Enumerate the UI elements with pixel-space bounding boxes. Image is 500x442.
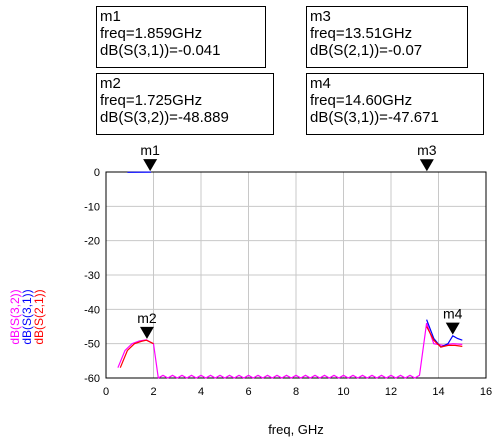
marker-box-m4: m4 freq=14.60GHz dB(S(3,1))=-47.671: [306, 73, 484, 135]
marker-freq: freq=14.60GHz: [310, 92, 413, 109]
marker-name: m4: [310, 75, 331, 92]
legend-label-s21: dB(S(2,1)): [32, 289, 46, 344]
x-tick-label: 8: [293, 386, 299, 398]
series-line-0: [117, 322, 463, 379]
x-tick-label: 16: [480, 386, 492, 398]
marker-triangle-m1: [143, 159, 158, 172]
marker-value: dB(S(3,1))=-47.671: [310, 109, 439, 126]
x-tick-label: 14: [432, 386, 444, 398]
marker-triangle-m3: [419, 159, 434, 172]
x-tick-label: 4: [198, 386, 204, 398]
x-axis-label: freq, GHz: [268, 422, 324, 437]
x-tick-label: 6: [245, 386, 251, 398]
marker-value: dB(S(3,2))=-48.889: [100, 109, 229, 126]
marker-freq: freq=1.725GHz: [100, 92, 203, 109]
y-tick-label: -50: [84, 339, 100, 351]
x-tick-label: 10: [337, 386, 349, 398]
y-axis-legend: dB(S(3,2)) dB(S(3,1)) dB(S(2,1)): [8, 289, 46, 344]
x-tick-label: 12: [385, 386, 397, 398]
plot-grid: [106, 172, 486, 378]
series-layer: [117, 171, 463, 379]
marker-label-m3: m3: [417, 142, 437, 158]
marker-label-m1: m1: [140, 142, 160, 158]
marker-label-m2: m2: [137, 310, 157, 326]
marker-name: m3: [310, 8, 331, 25]
series-line-2: [426, 326, 463, 348]
marker-freq: freq=13.51GHz: [310, 25, 413, 42]
y-tick-label: -30: [84, 270, 100, 282]
marker-name: m2: [100, 75, 121, 92]
marker-box-m3: m3 freq=13.51GHz dB(S(2,1))=-0.07: [306, 6, 468, 68]
y-tick-label: -60: [84, 373, 100, 385]
marker-triangle-m4: [445, 322, 460, 335]
legend-label-s32: dB(S(3,2)): [8, 289, 22, 344]
y-tick-label: 0: [94, 167, 100, 179]
marker-layer: m1 m2 m3 m4: [137, 142, 463, 339]
marker-freq: freq=1.859GHz: [100, 25, 203, 42]
marker-value: dB(S(2,1))=-0.07: [310, 42, 423, 59]
series-line-1: [426, 319, 463, 348]
legend-label-s31: dB(S(3,1)): [20, 289, 34, 344]
marker-value: dB(S(3,1))=-0.041: [100, 42, 221, 59]
y-tick-label: -20: [84, 236, 100, 248]
x-tick-label: 2: [150, 386, 156, 398]
plot-frame: [105, 171, 487, 379]
marker-name: m1: [100, 8, 121, 25]
y-tick-label: -10: [84, 201, 100, 213]
y-tick-label: -40: [84, 304, 100, 316]
marker-label-m4: m4: [443, 306, 463, 322]
x-tick-label: 0: [103, 386, 109, 398]
marker-triangle-m2: [139, 326, 154, 339]
marker-box-m2: m2 freq=1.725GHz dB(S(3,2))=-48.889: [96, 73, 274, 135]
tick-layer: 0 2 4 6 8 10 12 14 16 0 -10 -20 -30 -40 -50 -60: [84, 167, 492, 398]
series-line-2: [119, 339, 154, 368]
marker-box-m1: m1 freq=1.859GHz dB(S(3,1))=-0.041: [96, 6, 266, 68]
